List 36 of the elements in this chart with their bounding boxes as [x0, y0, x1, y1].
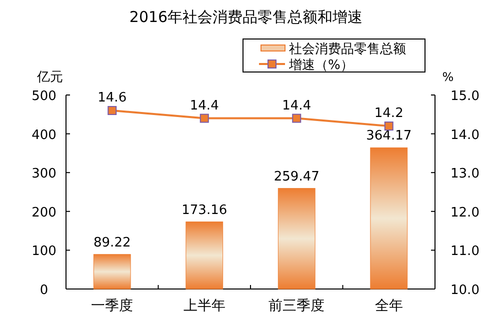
legend-label: 增速（%） [288, 58, 354, 73]
data-label: 14.6 [98, 90, 127, 106]
y-tick-label: 500 [32, 89, 56, 104]
y-tick-label: 0 [40, 283, 48, 298]
data-label: 14.4 [190, 98, 219, 114]
y-tick-label: 100 [32, 244, 56, 260]
y2-tick-label: 10.0 [450, 283, 480, 298]
y2-tick-label: 13.0 [450, 166, 480, 182]
y2-axis-title: % [442, 70, 454, 84]
y-tick-label: 400 [32, 128, 56, 143]
bar [186, 222, 224, 290]
x-tick-label: 一季度 [91, 298, 134, 314]
y-tick-label: 200 [32, 205, 56, 220]
data-label: 173.16 [182, 202, 228, 218]
y-axis-title: 亿元 [36, 70, 63, 85]
point [108, 106, 117, 116]
data-label: 364.17 [366, 128, 412, 144]
y2-tick-label: 14.0 [450, 128, 480, 143]
x-tick-label: 全年 [374, 298, 403, 314]
y-tick-label: 300 [32, 166, 56, 182]
bar [370, 147, 408, 290]
x-tick-label: 上半年 [183, 298, 226, 314]
bar [278, 188, 316, 290]
data-label: 14.2 [374, 106, 404, 122]
y2-tick-label: 15.0 [450, 89, 480, 104]
data-label: 14.4 [282, 98, 312, 114]
point [292, 114, 302, 123]
data-label: 89.22 [94, 235, 131, 250]
x-tick-label: 前三季度 [268, 298, 325, 314]
bar [93, 254, 131, 290]
point [200, 114, 209, 123]
legend-label: 社会消费品零售总额 [289, 42, 406, 57]
chart-title: 2016年社会消费品零售总额和增速 [129, 8, 363, 26]
y2-tick-label: 12.0 [450, 205, 480, 220]
y2-tick-label: 11.0 [450, 244, 480, 260]
data-label: 259.47 [274, 169, 320, 184]
